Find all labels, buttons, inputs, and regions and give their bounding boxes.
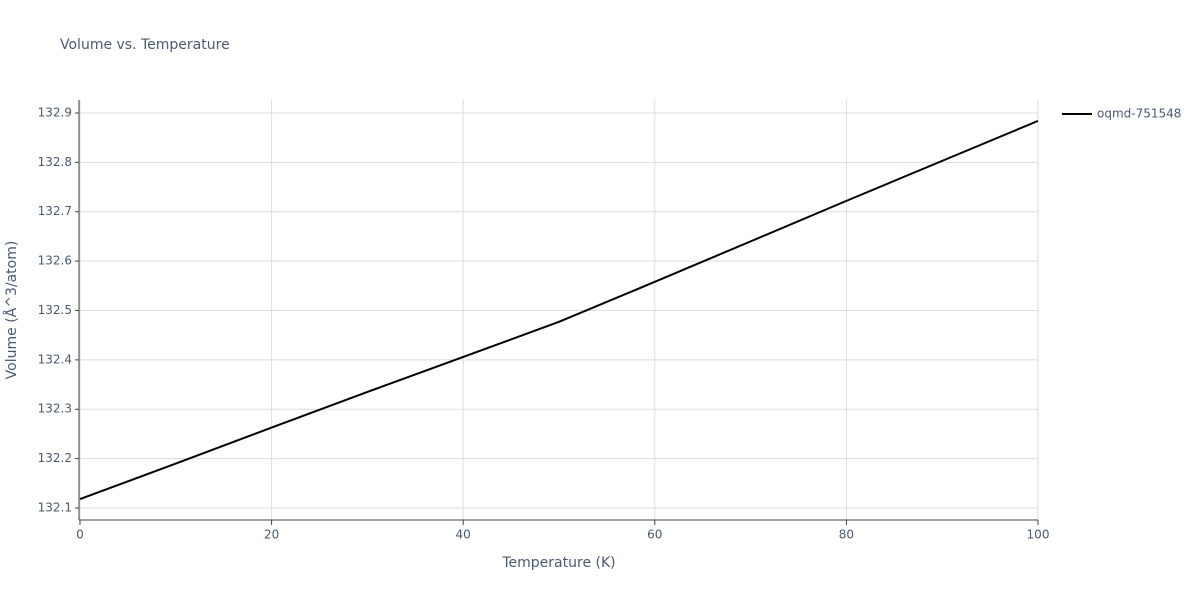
series-line — [79, 119, 1039, 501]
y-tick-label: 132.2 — [38, 451, 72, 465]
y-tick-label: 132.9 — [38, 105, 72, 119]
y-tick-label: 132.1 — [38, 501, 72, 515]
chart-title: Volume vs. Temperature — [60, 37, 230, 53]
legend-label: oqmd-751548 — [1097, 107, 1181, 121]
x-tick-label: 60 — [647, 528, 662, 542]
x-tick-label: 100 — [1027, 528, 1050, 542]
x-tick-label: 40 — [456, 528, 471, 542]
y-tick-label: 132.6 — [38, 254, 72, 268]
x-tick-label: 0 — [76, 528, 84, 542]
y-tick-label: 132.4 — [38, 352, 72, 366]
y-axis-title: Volume (Å^3/atom) — [3, 241, 20, 380]
x-tick-label: 80 — [839, 528, 854, 542]
y-tick-label: 132.7 — [38, 204, 72, 218]
y-tick-label: 132.8 — [38, 155, 72, 169]
y-tick-label: 132.5 — [38, 303, 72, 317]
y-tick-label: 132.3 — [38, 402, 72, 416]
x-axis-title: Temperature (K) — [501, 555, 615, 571]
x-tick-label: 20 — [264, 528, 279, 542]
